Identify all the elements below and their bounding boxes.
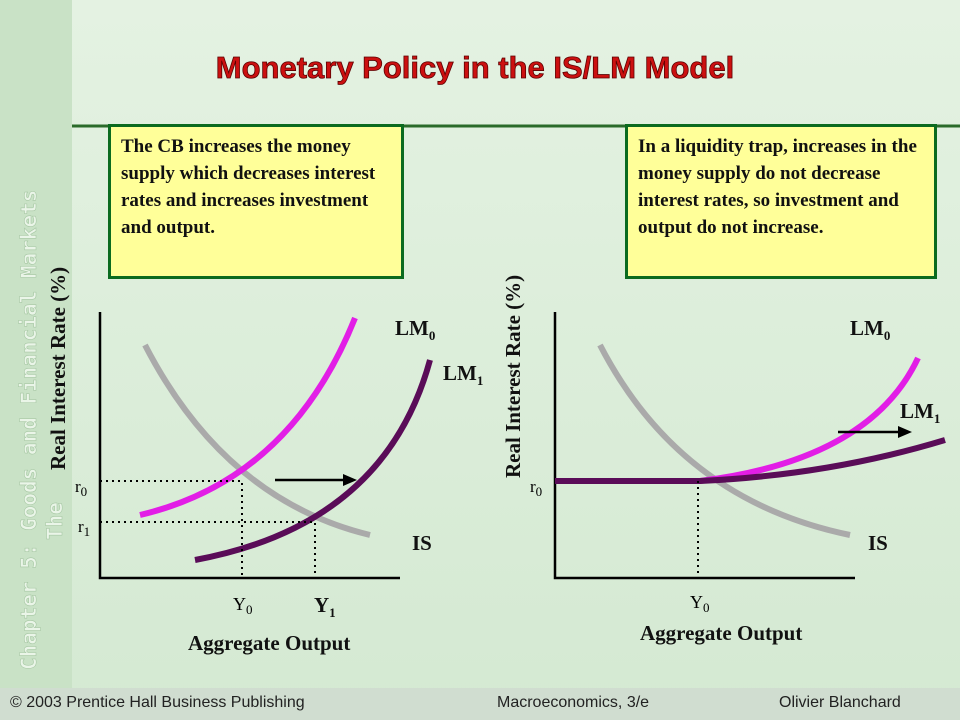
axes xyxy=(98,312,400,580)
footer-book: Macroeconomics, 3/e xyxy=(497,694,650,711)
label: r xyxy=(530,477,536,496)
left-note: The CB increases the money supply which … xyxy=(108,124,404,279)
subscript: 1 xyxy=(329,605,336,620)
label: Y xyxy=(314,593,329,617)
y0-label: Y0 xyxy=(233,594,253,617)
arrow-head xyxy=(898,426,912,438)
lm1-curve xyxy=(555,437,946,484)
right-graph: Real Interest Rate (%) Aggregate Output … xyxy=(501,275,946,645)
y0-label: Y0 xyxy=(690,592,710,615)
slide-title: Monetary Policy in the IS/LM Model xyxy=(216,50,734,85)
subscript: 1 xyxy=(84,524,91,539)
label: Y xyxy=(690,592,703,612)
r0-label: r0 xyxy=(530,477,542,499)
label: r xyxy=(75,477,81,496)
label: LM xyxy=(395,316,429,340)
lm0-curve xyxy=(139,316,358,518)
lm1-curve xyxy=(194,359,433,563)
is-curve xyxy=(597,343,851,538)
label: LM xyxy=(850,316,884,340)
right-note: In a liquidity trap, increases in the mo… xyxy=(625,124,937,279)
left-graph: Real Interest Rate (%) Aggregate Output … xyxy=(46,267,483,655)
label: Y xyxy=(233,594,246,614)
label: LM xyxy=(443,361,477,385)
r0-label: r0 xyxy=(75,477,87,499)
sidebar-subtitle: The xyxy=(43,502,67,540)
lm1-label: LM1 xyxy=(443,361,483,388)
subscript: 0 xyxy=(246,602,253,617)
subscript: 1 xyxy=(934,411,941,426)
axes xyxy=(553,312,855,580)
y1-label: Y1 xyxy=(314,593,336,620)
is-label: IS xyxy=(412,531,432,555)
x-axis-label: Aggregate Output xyxy=(188,631,350,655)
label: r xyxy=(78,517,84,536)
y-axis-label: Real Interest Rate (%) xyxy=(46,267,70,470)
subscript: 0 xyxy=(703,600,710,615)
footer-copyright: © 2003 Prentice Hall Business Publishing xyxy=(10,694,305,711)
subscript: 1 xyxy=(477,373,484,388)
subscript: 0 xyxy=(429,328,436,343)
x-axis-label: Aggregate Output xyxy=(640,621,802,645)
lm0-curve xyxy=(699,356,921,484)
is-label: IS xyxy=(868,531,888,555)
lm1-label: LM1 xyxy=(900,399,940,426)
label: LM xyxy=(900,399,934,423)
footer-author: Olivier Blanchard xyxy=(779,694,901,711)
subscript: 0 xyxy=(884,328,891,343)
y-axis-label: Real Interest Rate (%) xyxy=(501,275,525,478)
guides xyxy=(100,480,316,578)
footer-bar xyxy=(0,688,960,720)
sidebar xyxy=(0,0,72,688)
lm0-label: LM0 xyxy=(850,316,890,343)
subscript: 0 xyxy=(536,484,543,499)
sidebar-chapter: Chapter 5: Goods and Financial Markets xyxy=(17,190,41,670)
subscript: 0 xyxy=(81,484,88,499)
arrow-head xyxy=(343,474,357,486)
r1-label: r1 xyxy=(78,517,90,539)
lm0-label: LM0 xyxy=(395,316,435,343)
